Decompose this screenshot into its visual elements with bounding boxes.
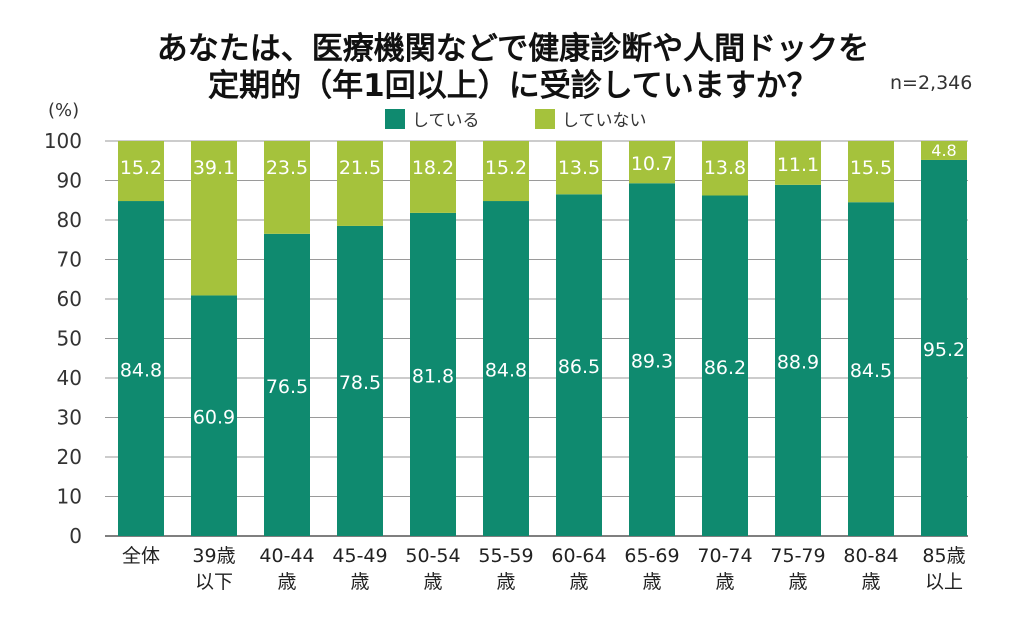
x-tick-label: 39歳: [192, 545, 235, 567]
bar-segment: [191, 141, 237, 296]
bar-segment: [848, 141, 894, 203]
x-tick-label: 歳: [496, 571, 515, 593]
data-label: 39.1: [193, 157, 235, 179]
y-tick-label: 30: [57, 406, 82, 430]
data-label: 13.8: [704, 157, 746, 179]
y-tick-label: 70: [57, 248, 82, 272]
data-label: 15.2: [485, 157, 527, 179]
bar-segment: [702, 141, 748, 196]
bar-segment: [848, 202, 894, 536]
data-label: 89.3: [631, 351, 673, 373]
data-label: 86.2: [704, 357, 746, 379]
bar-segment: [410, 141, 456, 213]
legend-label: している: [412, 111, 480, 131]
data-label: 21.5: [339, 157, 381, 179]
x-tick-label: 45-49: [332, 545, 387, 567]
data-label: 60.9: [193, 407, 235, 429]
bar-segment: [629, 183, 675, 536]
y-axis-unit: (%): [48, 100, 80, 121]
y-tick-label: 90: [57, 169, 82, 193]
data-label: 84.8: [485, 360, 527, 382]
data-label: 84.8: [120, 360, 162, 382]
x-tick-label: 全体: [122, 545, 160, 567]
bar-segment: [483, 201, 529, 537]
data-label: 18.2: [412, 157, 454, 179]
x-tick-label: 80-84: [843, 545, 898, 567]
x-tick-label: 85歳: [922, 545, 965, 567]
bar-segment: [775, 141, 821, 185]
sample-size: n=2,346: [890, 72, 973, 94]
x-tick-label: 歳: [350, 571, 369, 593]
bar-segment: [921, 141, 967, 160]
bar-segment: [118, 141, 164, 202]
x-tick-label: 70-74: [697, 545, 752, 567]
data-label: 10.7: [631, 153, 673, 175]
bar-segment: [191, 295, 237, 536]
data-label: 15.5: [850, 157, 892, 179]
bar-segment: [629, 141, 675, 184]
data-label: 88.9: [777, 351, 819, 373]
bar-segment: [410, 212, 456, 536]
data-label: 95.2: [923, 339, 965, 361]
data-label: 23.5: [266, 157, 308, 179]
x-tick-label: 40-44: [259, 545, 314, 567]
chart-title-line1: あなたは、医療機関などで健康診断や人間ドックを: [156, 31, 870, 67]
y-tick-label: 10: [57, 485, 82, 509]
data-label: 84.5: [850, 360, 892, 382]
bar-segment: [264, 141, 310, 234]
x-tick-label: 歳: [788, 571, 807, 593]
y-tick-label: 60: [57, 287, 82, 311]
x-tick-label: 歳: [861, 571, 880, 593]
bar-segment: [118, 201, 164, 537]
legend-item-1: していない: [535, 106, 647, 131]
x-tick-label: 55-59: [478, 545, 533, 567]
legend-item-0: している: [385, 106, 480, 131]
x-tick-label: 75-79: [770, 545, 825, 567]
x-tick-label: 歳: [715, 571, 734, 593]
y-tick-label: 80: [57, 208, 82, 232]
bar-segment: [921, 159, 967, 536]
legend-label: していない: [562, 111, 647, 131]
data-label: 4.8: [931, 141, 956, 160]
y-tick-label: 40: [57, 366, 82, 390]
chart-title-line2: 定期的（年1回以上）に受診していますか？: [208, 68, 818, 104]
data-label: 81.8: [412, 365, 454, 387]
legend-swatch: [535, 108, 555, 129]
x-tick-label: 歳: [277, 571, 296, 593]
y-tick-label: 100: [44, 129, 82, 153]
x-tick-label: 以下: [195, 571, 233, 593]
bar-segment: [337, 225, 383, 537]
bar-segment: [556, 194, 602, 536]
x-tick-label: 65-69: [624, 545, 679, 567]
x-tick-label: 歳: [569, 571, 588, 593]
bar-segment: [483, 141, 529, 202]
data-label: 78.5: [339, 372, 381, 394]
bar-segment: [337, 141, 383, 226]
data-label: 15.2: [120, 157, 162, 179]
bar-segment: [264, 233, 310, 536]
data-label: 86.5: [558, 356, 600, 378]
y-tick-label: 50: [57, 327, 82, 351]
x-tick-label: 50-54: [405, 545, 460, 567]
bar-segment: [556, 141, 602, 195]
legend-swatch: [385, 108, 405, 129]
bar-segment: [775, 184, 821, 536]
data-label: 76.5: [266, 376, 308, 398]
bar-segment: [702, 195, 748, 536]
data-label: 13.5: [558, 157, 600, 179]
y-tick-label: 0: [69, 524, 82, 548]
x-tick-label: 歳: [642, 571, 661, 593]
y-tick-label: 20: [57, 445, 82, 469]
data-label: 11.1: [777, 154, 819, 176]
x-tick-label: 以上: [925, 571, 963, 593]
x-tick-label: 60-64: [551, 545, 606, 567]
x-tick-label: 歳: [423, 571, 442, 593]
